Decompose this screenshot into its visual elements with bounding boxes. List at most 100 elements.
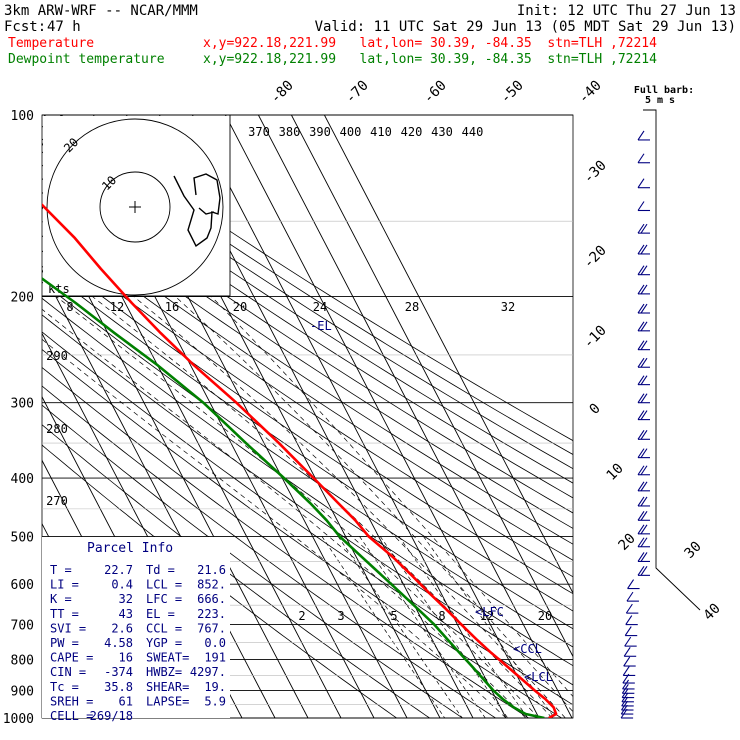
theta-label: 390 xyxy=(309,125,331,139)
lcl-marker: <LCL xyxy=(524,670,553,684)
theta-left-label: 290 xyxy=(46,349,68,363)
wind-barb xyxy=(623,646,637,657)
wind-barb-flag xyxy=(640,465,648,476)
pressure-label: 400 xyxy=(11,472,34,487)
ccl-marker: <CCL xyxy=(513,642,542,656)
hodo-scale-label: 16 xyxy=(165,300,179,314)
wind-barb-flag xyxy=(637,303,645,314)
wind-barb-flag xyxy=(637,375,645,385)
isotherm-label: -10 xyxy=(581,323,610,352)
wind-barb-flag xyxy=(640,340,648,350)
wind-barb xyxy=(637,130,650,141)
temperature-legend: Temperature xyxy=(8,36,94,51)
wind-barb-flag xyxy=(640,244,648,255)
wind-barb-flag xyxy=(623,646,631,657)
wind-barb-flag xyxy=(637,448,645,458)
theta-left-label: 280 xyxy=(46,422,68,436)
isotherm-label: -30 xyxy=(581,158,610,187)
parcel-info-title: Parcel Info xyxy=(87,541,173,556)
valid-time: Valid: 11 UTC Sat 29 Jun 13 (05 MDT Sat … xyxy=(315,19,736,35)
wind-barb xyxy=(625,615,638,626)
wind-barb-flag xyxy=(622,666,630,676)
wind-barb xyxy=(637,429,650,440)
hodograph-ring-20 xyxy=(46,118,224,296)
wind-barb-flag xyxy=(640,429,648,440)
parcel-label: Tc = xyxy=(50,680,79,694)
parcel-label: SREH = xyxy=(50,694,93,708)
wind-barb xyxy=(625,603,639,614)
isotherm-label: -80 xyxy=(268,78,297,107)
parcel-value: 4.58 xyxy=(104,636,133,650)
parcel-label: K = xyxy=(50,592,72,606)
wind-barb-flag xyxy=(637,284,645,295)
hodograph-trace xyxy=(198,207,215,215)
wind-barb xyxy=(637,178,650,189)
barb-column-frame xyxy=(643,109,701,611)
wind-barb xyxy=(637,244,650,255)
wind-barb xyxy=(637,510,650,521)
parcel-value: 223. xyxy=(197,607,226,621)
wind-barb-flag xyxy=(637,496,645,507)
wind-barb xyxy=(637,201,650,212)
wind-barb xyxy=(637,524,650,535)
wind-barb xyxy=(637,393,650,404)
hodo-scale-label: 28 xyxy=(405,300,419,314)
wind-barb xyxy=(637,321,650,332)
wind-barb xyxy=(622,666,636,676)
parcel-value: -374 xyxy=(104,665,133,679)
parcel-value: 666. xyxy=(197,592,226,606)
barb-title: Full barb: xyxy=(634,85,694,96)
parcel-value: 767. xyxy=(197,621,226,635)
el-marker: -EL xyxy=(310,319,332,333)
wind-barb xyxy=(637,552,650,562)
parcel-value: 0.4 xyxy=(111,578,133,592)
wind-barb xyxy=(637,566,650,576)
mixing-ratio-label: 5 xyxy=(390,609,397,623)
parcel-label: SVI = xyxy=(50,621,86,635)
isotherm-label: 30 xyxy=(682,539,705,562)
parcel-value: 5.9 xyxy=(204,694,226,708)
wind-barb xyxy=(637,481,650,492)
isotherm-line xyxy=(324,115,573,594)
wind-barb-flag xyxy=(640,524,648,535)
parcel-label: YGP = xyxy=(146,636,182,650)
isotherm-label: 40 xyxy=(701,601,724,624)
fcst-label: Fcst: xyxy=(4,19,46,35)
parcel-value: 0.0 xyxy=(204,636,226,650)
hodograph-center-mark xyxy=(129,201,141,213)
wind-barb-flag xyxy=(637,340,645,350)
wind-barb-flag xyxy=(625,615,633,625)
barb-unit: 5 m s xyxy=(645,95,675,106)
parcel-label: HWBZ= xyxy=(146,665,182,679)
pressure-label: 1000 xyxy=(3,712,34,727)
model-title: 3km ARW-WRF -- NCAR/MMM xyxy=(4,3,198,19)
pressure-label: 900 xyxy=(11,684,34,699)
wind-barb xyxy=(624,626,638,637)
hodo-scale-label: 24 xyxy=(313,300,327,314)
wind-barb-flag xyxy=(640,552,648,562)
parcel-value: 21.6 xyxy=(197,563,226,577)
wind-barb xyxy=(637,153,650,164)
wind-barb-flag xyxy=(640,448,648,458)
wind-barb-flag xyxy=(640,537,648,548)
parcel-label: LI = xyxy=(50,578,79,592)
wind-barb xyxy=(624,636,637,647)
isotherm-label: -70 xyxy=(343,78,372,107)
wind-barb-flag xyxy=(640,284,648,295)
wind-barb-flag xyxy=(637,481,645,492)
wind-barb-flag xyxy=(637,566,645,576)
parcel-label: EL = xyxy=(146,607,175,621)
wind-barb-flag xyxy=(626,591,634,602)
isotherm-line xyxy=(258,115,573,718)
wind-barb-flag xyxy=(637,178,645,189)
isotherm-label: -40 xyxy=(576,78,605,107)
hodograph-trace xyxy=(173,173,221,248)
wind-barb xyxy=(637,265,650,276)
wind-barb-flag xyxy=(622,679,630,690)
theta-label: 400 xyxy=(340,125,362,139)
parcel-label: Td = xyxy=(146,563,175,577)
theta-label: 440 xyxy=(462,125,484,139)
hodo-scale-label: 8 xyxy=(66,300,73,314)
wind-barb-flag xyxy=(637,552,645,562)
